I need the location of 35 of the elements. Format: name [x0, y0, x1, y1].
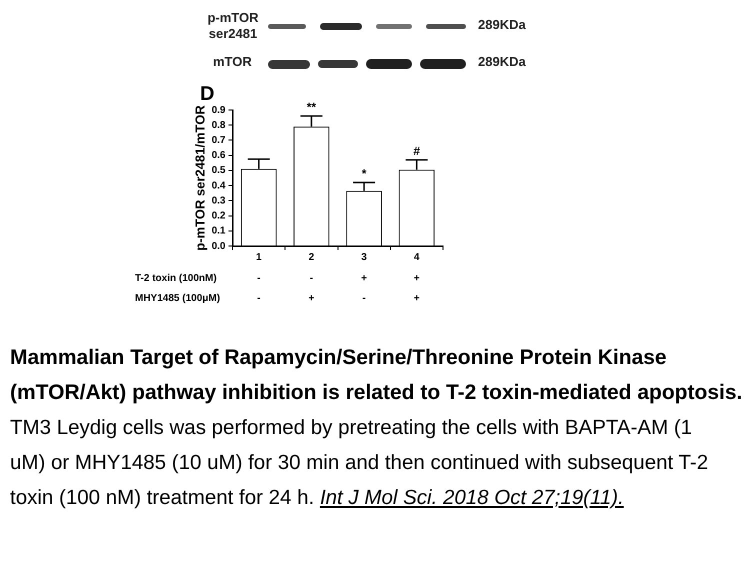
annotation: *: [362, 166, 367, 181]
text: p-mTOR ser2481: [206, 10, 260, 42]
y-tick-label: 0.4: [212, 180, 226, 192]
text: +: [414, 272, 420, 284]
text: Mammalian Target of Rapamycin/Serine/Threonine Protein Kinase (mTOR/Akt) pathway inhibition is related to T-2 toxin-mediated apoptosis.: [10, 345, 744, 406]
text: -: [362, 292, 366, 304]
x-tick-label: 2: [308, 252, 315, 263]
y-tick-label: 0.9: [212, 104, 226, 116]
y-tick-label: 0.3: [212, 195, 226, 206]
x-tick-label: 3: [361, 252, 368, 263]
text: +: [308, 292, 315, 304]
y-tick-label: 0.2: [212, 210, 226, 222]
y-tick-label: 0.6: [212, 150, 226, 162]
text: T-2 toxin (100nM): [135, 272, 217, 284]
annotation: #: [413, 144, 420, 158]
text: -: [310, 272, 314, 284]
text: mTOR: [213, 54, 252, 69]
y-tick-label: 0.7: [212, 134, 226, 146]
y-tick-label: 0.1: [212, 226, 226, 237]
x-tick-label: 4: [414, 252, 420, 263]
text: +: [414, 292, 420, 304]
text: MHY1485 (100μM): [135, 292, 220, 304]
text: D: [200, 83, 214, 106]
text: -: [257, 272, 260, 284]
y-tick-label: 0.8: [212, 120, 226, 131]
text: 289KDa: [478, 17, 526, 32]
y-tick-label: 0.5: [212, 165, 226, 176]
x-tick-label: 1: [256, 252, 262, 263]
y-axis-title: p-mTOR ser2481/mTOR: [192, 104, 208, 251]
text: Int J Mol Sci. 2018 Oct 27;19(11).: [320, 486, 624, 509]
text: +: [361, 272, 368, 284]
annotation: **: [306, 100, 316, 114]
text: 289KDa: [478, 54, 526, 69]
text: -: [257, 292, 260, 304]
y-tick-label: 0.0: [212, 240, 226, 252]
